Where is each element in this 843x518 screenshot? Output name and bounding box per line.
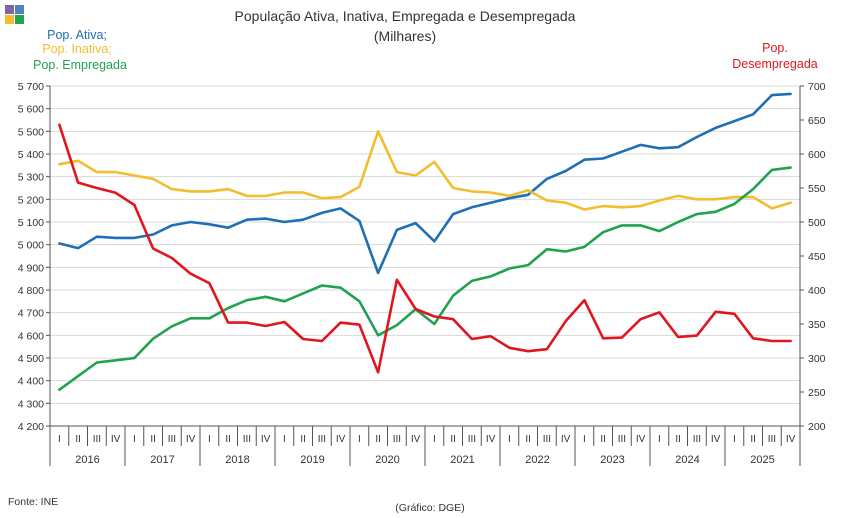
quarter-label: II xyxy=(450,434,456,445)
quarter-label: IV xyxy=(111,434,121,445)
quarter-label: II xyxy=(150,434,156,445)
left-axis-legend: Pop. Ativa; Pop. Inativa; Pop. Empregada xyxy=(33,28,127,72)
year-label: 2023 xyxy=(600,454,624,466)
quarter-label: I xyxy=(733,434,736,445)
quarter-label: III xyxy=(168,434,176,445)
left-tick-label: 5 600 xyxy=(18,104,44,116)
series-line-pop-inativa xyxy=(58,130,792,211)
year-label: 2017 xyxy=(150,454,174,466)
series-line-pop-desempregada xyxy=(58,123,792,374)
quarter-label: IV xyxy=(636,434,646,445)
right-tick-label: 400 xyxy=(808,285,826,297)
right-tick-label: 500 xyxy=(808,217,826,229)
quarter-label: IV xyxy=(486,434,496,445)
quarter-label: III xyxy=(93,434,101,445)
credit-note: (Gráfico: DGE) xyxy=(395,502,464,514)
quarter-label: I xyxy=(583,434,586,445)
year-label: 2018 xyxy=(225,454,249,466)
quarter-label: III xyxy=(468,434,476,445)
quarter-label: II xyxy=(75,434,81,445)
right-tick-label: 550 xyxy=(808,183,826,195)
year-label: 2020 xyxy=(375,454,399,466)
quarter-label: III xyxy=(243,434,251,445)
logo-icon xyxy=(5,5,24,24)
quarter-label: IV xyxy=(411,434,421,445)
left-tick-label: 5 100 xyxy=(18,217,44,229)
quarter-label: IV xyxy=(786,434,796,445)
legend-pop-desempregada-line2: Desempregada xyxy=(732,57,818,71)
year-label: 2021 xyxy=(450,454,474,466)
quarter-label: I xyxy=(58,434,61,445)
quarter-label: III xyxy=(543,434,551,445)
axis-layer: 4 200 4 300 4 400 4 500 4 600 4 700 4 800 4 900… xyxy=(18,81,826,466)
chart-title: População Ativa, Inativa, Empregada e De… xyxy=(235,8,576,24)
chart-subtitle: (Milhares) xyxy=(374,28,436,44)
grid-layer xyxy=(50,85,800,404)
quarter-label: I xyxy=(358,434,361,445)
quarter-label: I xyxy=(658,434,661,445)
quarter-label: IV xyxy=(336,434,346,445)
series-line-pop-empregada xyxy=(58,166,792,392)
quarter-label: I xyxy=(508,434,511,445)
quarter-label: I xyxy=(433,434,436,445)
year-label: 2025 xyxy=(750,454,774,466)
series-line-pop-ativa xyxy=(58,92,792,275)
left-tick-label: 4 400 xyxy=(18,376,44,388)
year-label: 2022 xyxy=(525,454,549,466)
quarter-label: I xyxy=(133,434,136,445)
left-tick-label: 4 600 xyxy=(18,330,44,342)
year-label: 2019 xyxy=(300,454,324,466)
legend-pop-ativa: Pop. Ativa; xyxy=(47,28,107,42)
right-tick-label: 600 xyxy=(808,149,826,161)
quarter-label: II xyxy=(600,434,606,445)
left-tick-label: 5 000 xyxy=(18,240,44,252)
left-tick-label: 5 300 xyxy=(18,172,44,184)
right-tick-label: 700 xyxy=(808,81,826,93)
left-tick-label: 4 800 xyxy=(18,285,44,297)
quarter-label: I xyxy=(208,434,211,445)
quarter-label: II xyxy=(750,434,756,445)
quarter-label: IV xyxy=(711,434,721,445)
quarter-label: II xyxy=(300,434,306,445)
right-axis-legend: Pop. Desempregada xyxy=(732,41,818,71)
legend-pop-inativa: Pop. Inativa; xyxy=(42,42,112,56)
legend-pop-desempregada-line1: Pop. xyxy=(762,41,788,55)
quarter-label: III xyxy=(768,434,776,445)
quarter-label: III xyxy=(618,434,626,445)
left-tick-label: 4 300 xyxy=(18,398,44,410)
year-label: 2016 xyxy=(75,454,99,466)
quarter-label: III xyxy=(393,434,401,445)
left-tick-label: 4 500 xyxy=(18,353,44,365)
quarter-label: I xyxy=(283,434,286,445)
right-tick-label: 300 xyxy=(808,353,826,365)
legend-pop-empregada: Pop. Empregada xyxy=(33,58,127,72)
quarter-label: IV xyxy=(261,434,271,445)
right-tick-label: 200 xyxy=(808,421,826,433)
left-tick-label: 5 500 xyxy=(18,126,44,138)
left-tick-label: 4 700 xyxy=(18,308,44,320)
left-tick-label: 5 200 xyxy=(18,194,44,206)
left-tick-label: 4 900 xyxy=(18,262,44,274)
quarter-label: IV xyxy=(186,434,196,445)
year-label: 2024 xyxy=(675,454,699,466)
left-tick-label: 4 200 xyxy=(18,421,44,433)
left-tick-label: 5 700 xyxy=(18,81,44,93)
right-tick-label: 250 xyxy=(808,387,826,399)
quarter-label: III xyxy=(693,434,701,445)
quarter-label: IV xyxy=(561,434,571,445)
quarter-label: II xyxy=(675,434,681,445)
source-note: Fonte: INE xyxy=(8,496,58,508)
quarter-label: II xyxy=(375,434,381,445)
right-tick-label: 350 xyxy=(808,319,826,331)
left-tick-label: 5 400 xyxy=(18,149,44,161)
quarter-label: II xyxy=(525,434,531,445)
quarter-label: II xyxy=(225,434,231,445)
series-layer xyxy=(58,92,792,392)
right-tick-label: 650 xyxy=(808,115,826,127)
quarter-label: III xyxy=(318,434,326,445)
right-tick-label: 450 xyxy=(808,251,826,263)
